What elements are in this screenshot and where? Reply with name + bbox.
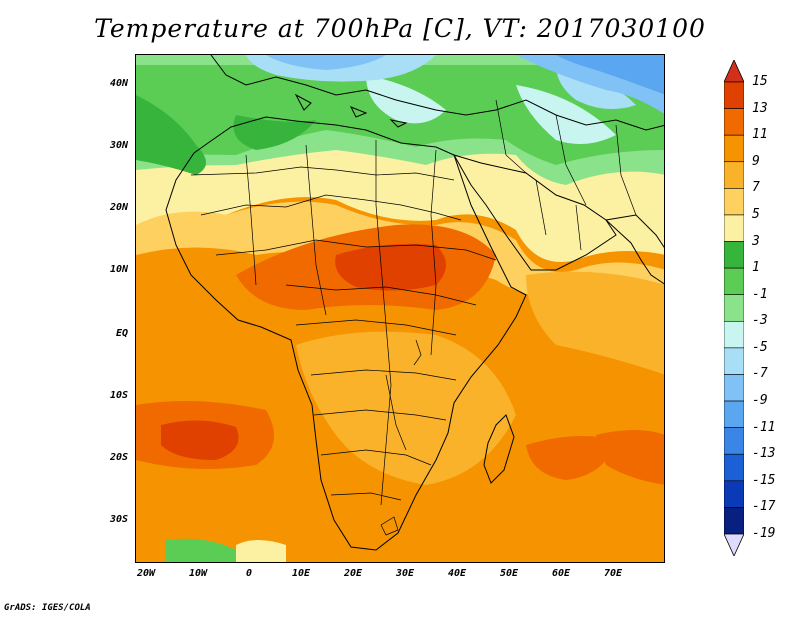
colorbar-label: -3 [752,313,768,329]
arabia-coastline [452,154,617,271]
colorbar-label: 13 [752,100,768,116]
field-cream-south [236,540,286,562]
colorbar-label: 11 [752,127,768,143]
colorbar-label: 15 [752,74,768,89]
lon-label-50e: 50E [499,568,519,579]
africa-coastline [165,116,527,551]
colorbar-label: -15 [752,472,776,488]
country-borders [190,99,637,536]
colorbar-swatch [724,241,744,269]
lat-label-40n: 40N [109,78,128,89]
lon-label-70e: 70E [603,568,623,579]
field-mint [366,75,616,144]
colorbar-swatch [724,427,744,455]
lat-label-30n: 30N [109,140,128,151]
lat-label-10n: 10N [109,264,128,275]
colorbar-top-triangle [724,60,744,83]
lon-label-60e: 60E [551,568,571,579]
colorbar-swatch [724,161,744,189]
colorbar-swatch [724,320,744,349]
colorbar-label: -13 [752,446,776,462]
temperature-field-map [136,55,664,562]
colorbar-swatch [724,134,744,163]
europe-coastline [210,55,664,131]
colorbar-swatch [724,480,744,508]
colorbar-swatch [724,374,744,402]
colorbar-swatch [724,188,744,216]
colorbar [724,60,744,556]
field-blue-dark [556,55,664,95]
colorbar-swatch [724,400,744,428]
colorbar-swatch [724,294,744,322]
field-blue [266,55,664,114]
field-mild-east [526,271,664,375]
india-coastline [604,214,664,285]
coastlines [165,55,664,551]
colorbar-swatch [724,453,744,482]
field-hot-core [335,243,446,291]
lon-label-10w: 10W [188,568,208,579]
map-title: Temperature at 700hPa [C], VT: 201703010… [94,14,706,43]
lat-label-30s: 30S [109,514,128,525]
colorbar-label: -19 [752,526,776,541]
lat-label-eq: EQ [115,328,128,339]
colorbar-swatch [724,214,744,242]
colorbar-swatch [724,108,744,136]
colorbar-label: -5 [752,339,768,355]
lon-label-10e: 10E [291,568,311,579]
mediterranean-islands [294,93,408,128]
colorbar-label: 7 [752,180,760,196]
colorbar-label: -1 [752,286,768,302]
lon-label-30e: 30E [395,568,415,579]
colorbar-label: -7 [752,366,768,382]
colorbar-swatch [724,507,744,535]
colorbar-label: -11 [752,419,776,435]
lon-label-0: 0 [245,568,253,579]
colorbar-swatch [724,347,744,375]
colorbar-label: -9 [752,393,768,409]
lon-label-40e: 40E [447,568,467,579]
map-panel [135,54,665,563]
colorbar-label: 1 [752,260,760,276]
lat-label-10s: 10S [109,390,128,401]
colorbar-label: 5 [752,206,760,222]
lon-label-20w: 20W [136,568,156,579]
field-hot-atlantic [161,420,239,460]
lon-label-20e: 20E [343,568,363,579]
colorbar-label: -17 [752,499,776,515]
field-very-warm-indian [526,430,664,485]
grads-credit: GrADS: IGES/COLA [4,603,91,613]
madagascar-coastline [483,414,515,484]
colorbar-bottom-triangle [724,533,744,556]
colorbar-swatch [724,81,744,109]
field-mild-zone [296,331,516,485]
lat-label-20s: 20S [109,452,128,463]
colorbar-label: 3 [752,233,760,249]
lat-label-20n: 20N [109,202,128,213]
colorbar-label: 9 [752,153,760,169]
field-green-south [166,538,236,562]
field-sky [246,55,636,109]
colorbar-swatch [724,267,744,296]
field-green-dark-2 [233,115,316,150]
field-green-dark [136,95,206,175]
